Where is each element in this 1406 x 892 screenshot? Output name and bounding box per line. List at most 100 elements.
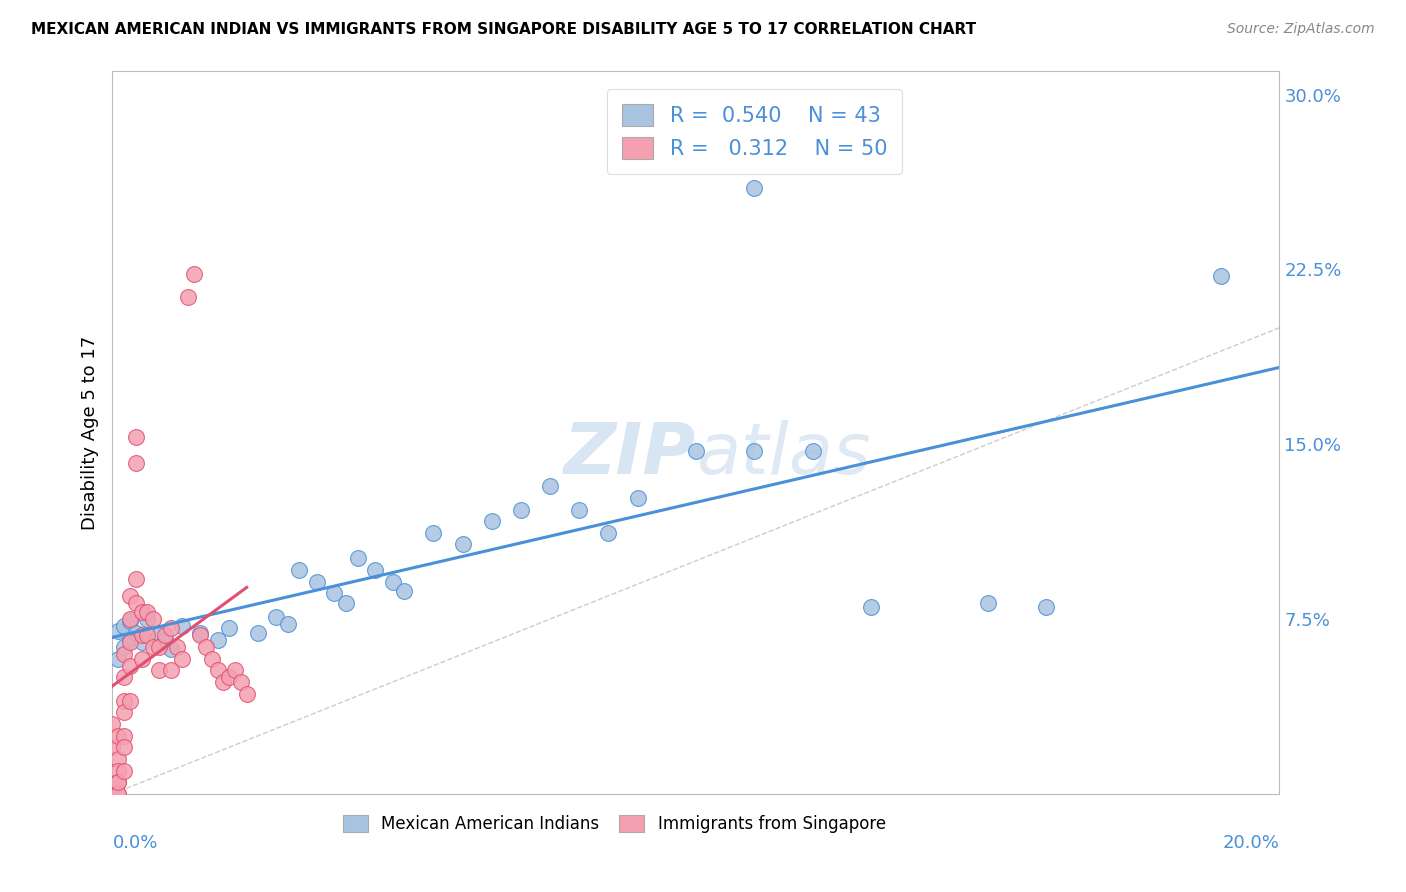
Point [160, 621, 183, 635]
Point [136, 628, 159, 642]
Point [118, 693, 141, 707]
Point [136, 612, 159, 626]
Point [107, 752, 129, 766]
Text: ZIP: ZIP [564, 420, 696, 489]
Point [112, 647, 135, 661]
Point [218, 621, 240, 635]
Point [288, 563, 311, 577]
Point [118, 635, 141, 649]
Point [136, 605, 159, 619]
Point [212, 675, 235, 690]
Point [118, 658, 141, 673]
Y-axis label: Disability Age 5 to 17: Disability Age 5 to 17 [80, 335, 98, 530]
Point [598, 525, 620, 540]
Point [509, 502, 531, 516]
Point [235, 687, 257, 701]
Point [305, 574, 328, 589]
Point [229, 675, 252, 690]
Point [131, 651, 153, 665]
Point [194, 640, 217, 654]
Point [107, 729, 129, 743]
Text: 20.0%: 20.0% [1223, 834, 1279, 852]
Point [335, 596, 357, 610]
Point [346, 551, 368, 566]
Point [160, 642, 183, 657]
Point [1035, 600, 1057, 615]
Point [276, 616, 298, 631]
Point [172, 651, 194, 665]
Point [112, 729, 135, 743]
Point [112, 640, 135, 654]
Point [976, 596, 998, 610]
Point [107, 787, 129, 801]
Legend: Mexican American Indians, Immigrants from Singapore: Mexican American Indians, Immigrants fro… [333, 805, 896, 843]
Point [183, 267, 205, 281]
Point [107, 775, 129, 789]
Point [188, 628, 211, 642]
Point [118, 631, 141, 645]
Point [177, 290, 200, 304]
Point [142, 612, 165, 626]
Point [118, 615, 141, 629]
Point [166, 640, 188, 654]
Point [131, 605, 153, 619]
Point [107, 787, 129, 801]
Point [264, 609, 287, 624]
Point [1209, 269, 1232, 284]
Point [153, 628, 176, 642]
Point [323, 586, 346, 600]
Text: 0.0%: 0.0% [112, 834, 157, 852]
Point [188, 626, 211, 640]
Point [107, 764, 129, 778]
Point [207, 633, 229, 648]
Point [148, 664, 170, 678]
Point [742, 444, 765, 458]
Point [142, 640, 165, 654]
Text: Source: ZipAtlas.com: Source: ZipAtlas.com [1227, 22, 1375, 37]
Point [125, 573, 148, 587]
Point [394, 584, 416, 599]
Point [201, 651, 224, 665]
Point [160, 664, 183, 678]
Point [247, 626, 270, 640]
Point [125, 430, 148, 444]
Point [118, 612, 141, 626]
Point [107, 775, 129, 789]
Point [107, 624, 129, 638]
Point [112, 670, 135, 684]
Point [153, 633, 176, 648]
Point [125, 626, 148, 640]
Point [742, 181, 765, 195]
Point [860, 600, 883, 615]
Point [112, 706, 135, 720]
Point [218, 670, 240, 684]
Point [538, 479, 561, 493]
Point [112, 693, 135, 707]
Point [112, 740, 135, 755]
Point [685, 444, 707, 458]
Point [627, 491, 650, 505]
Point [148, 640, 170, 654]
Point [131, 628, 153, 642]
Point [364, 563, 387, 577]
Point [207, 664, 229, 678]
Point [224, 664, 246, 678]
Point [118, 589, 141, 603]
Text: atlas: atlas [696, 420, 870, 489]
Point [381, 574, 404, 589]
Point [568, 502, 591, 516]
Point [125, 596, 148, 610]
Point [131, 635, 153, 649]
Text: MEXICAN AMERICAN INDIAN VS IMMIGRANTS FROM SINGAPORE DISABILITY AGE 5 TO 17 CORR: MEXICAN AMERICAN INDIAN VS IMMIGRANTS FR… [31, 22, 976, 37]
Point [451, 537, 474, 551]
Point [422, 525, 444, 540]
Point [172, 619, 194, 633]
Point [112, 619, 135, 633]
Point [125, 456, 148, 470]
Point [112, 764, 135, 778]
Point [107, 651, 129, 665]
Point [801, 444, 824, 458]
Point [101, 717, 124, 731]
Point [148, 628, 170, 642]
Point [101, 740, 124, 755]
